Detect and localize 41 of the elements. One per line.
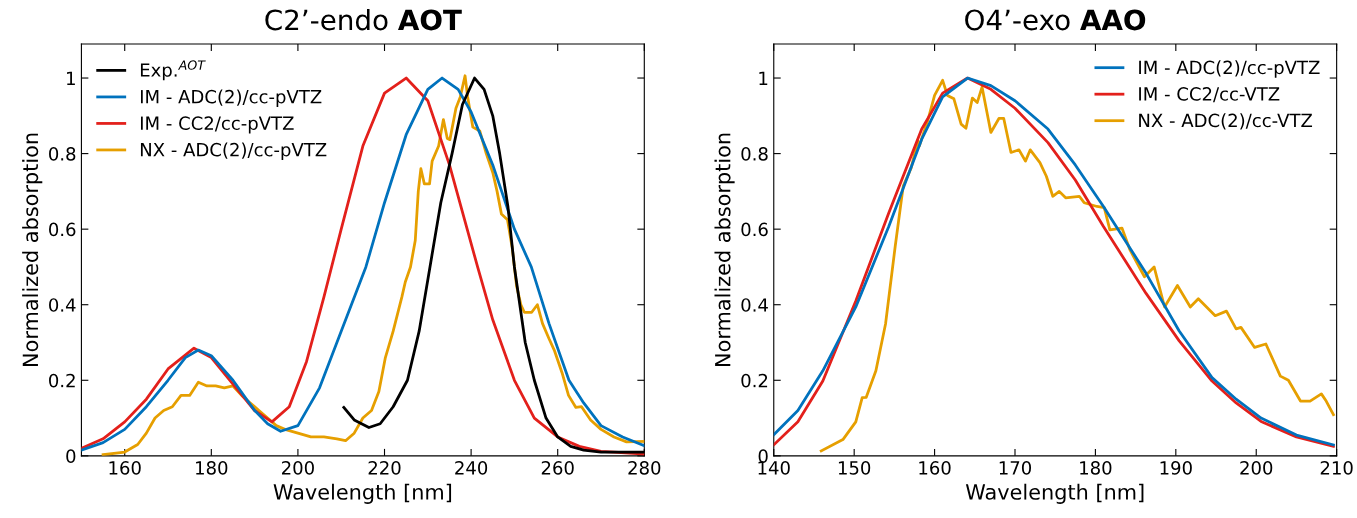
y-tick-label: 0.2 — [741, 373, 768, 388]
line-series — [342, 76, 645, 454]
legend-label: NX - ADC(2)/cc-pVTZ — [140, 142, 327, 161]
y-tick-label: 0.6 — [49, 222, 76, 237]
legend-label: NX - ADC(2)/cc-VTZ — [1139, 113, 1313, 130]
x-tick-label: 180 — [1080, 461, 1112, 475]
legend-label: IM - ADC(2)/cc-pVTZ — [140, 89, 322, 107]
x-tick-label: 150 — [838, 461, 871, 475]
x-tick-label: 170 — [999, 461, 1032, 475]
x-axis-title: Wavelength [nm] — [273, 483, 452, 504]
chart-title: C2’-endo AOT — [265, 8, 462, 31]
y-tick-label: 0.8 — [49, 147, 76, 161]
y-axis-title: Normalized absorption — [714, 133, 735, 366]
x-axis-title: Wavelength [nm] — [965, 483, 1144, 504]
x-tick-label: 200 — [282, 461, 314, 475]
x-tick-label: 190 — [1160, 461, 1192, 475]
legend-label: IM - CC2/cc-pVTZ — [140, 116, 294, 134]
legend-label: IM - ADC(2)/cc-pVTZ — [1139, 60, 1320, 78]
y-tick-label: 0 — [66, 449, 76, 463]
y-tick-label: 0.6 — [741, 222, 768, 237]
y-tick-label: 0.2 — [49, 373, 75, 388]
x-tick-label: 220 — [368, 461, 401, 475]
legend-label: Exp.$^{AOT}$ — [140, 60, 206, 81]
y-tick-label: 0.8 — [741, 147, 768, 161]
y-tick-label: 1 — [67, 71, 75, 85]
x-tick-label: 160 — [919, 461, 951, 475]
y-tick-label: 0.4 — [741, 298, 768, 312]
x-tick-label: 180 — [196, 461, 228, 475]
x-tick-label: 280 — [628, 461, 661, 475]
chart-title: O4’-exo AAO — [965, 9, 1146, 31]
legend-label: IM - CC2/cc-VTZ — [1139, 87, 1280, 103]
y-tick-label: 0 — [758, 449, 768, 463]
x-tick-label: 240 — [455, 461, 488, 475]
y-tick-label: 1 — [759, 71, 768, 85]
x-tick-label: 200 — [1240, 461, 1273, 475]
y-axis-title: Normalized absorption — [22, 133, 43, 366]
x-tick-label: 210 — [1320, 461, 1353, 475]
x-tick-label: 140 — [758, 461, 790, 475]
x-tick-label: 160 — [109, 461, 141, 475]
x-tick-label: 260 — [541, 461, 574, 475]
y-tick-label: 0.4 — [49, 298, 76, 312]
